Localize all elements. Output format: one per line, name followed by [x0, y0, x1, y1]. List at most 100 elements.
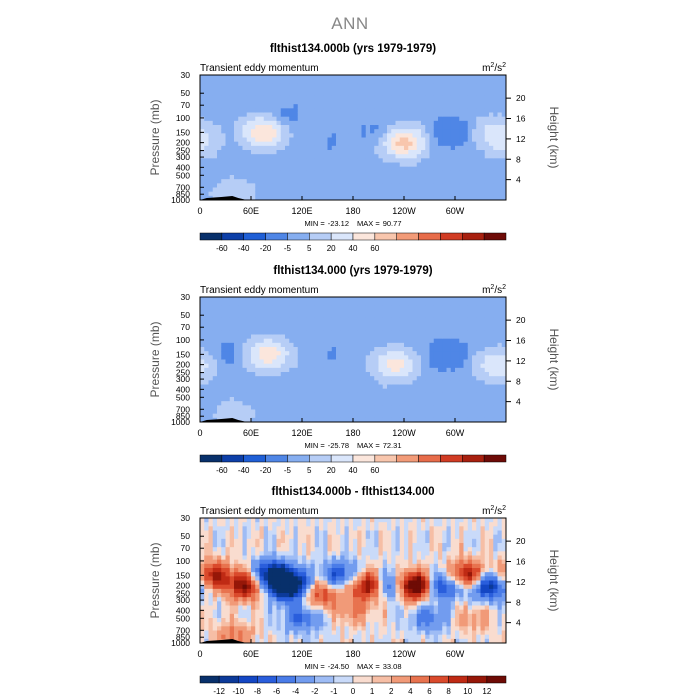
heatmap-cell — [268, 175, 273, 180]
colorbar-swatch — [440, 454, 463, 463]
heatmap-cell — [242, 584, 248, 590]
heatmap-cell — [276, 413, 282, 419]
heatmap-cell — [442, 108, 447, 113]
heatmap-cell — [255, 538, 260, 544]
heatmap-cell — [302, 158, 307, 163]
heatmap-cell — [234, 526, 239, 531]
heatmap-cell — [438, 401, 443, 406]
heatmap-cell — [242, 75, 248, 80]
heatmap-cell — [263, 580, 269, 586]
heatmap-cell — [438, 409, 443, 415]
heatmap-cell — [476, 166, 481, 172]
heatmap-cell — [493, 133, 498, 138]
heatmap-cell — [285, 145, 290, 151]
heatmap-cell — [357, 83, 362, 88]
heatmap-cell — [395, 405, 401, 410]
heatmap-cell — [314, 79, 320, 84]
heatmap-cell — [489, 297, 494, 302]
heatmap-cell — [416, 305, 422, 310]
heatmap-cell — [408, 376, 413, 381]
heatmap-cell — [319, 367, 324, 373]
heatmap-cell — [412, 380, 418, 385]
heatmap-cell — [280, 322, 286, 327]
heatmap-cell — [238, 388, 243, 394]
heatmap-cell — [399, 83, 405, 88]
heatmap-cell — [272, 120, 277, 126]
heatmap-cell — [476, 330, 481, 335]
heatmap-cell — [489, 351, 494, 356]
heatmap-cell — [391, 162, 396, 168]
heatmap-cell — [365, 125, 371, 130]
heatmap-cell — [399, 87, 405, 93]
heatmap-cell — [455, 351, 460, 356]
heatmap-cell — [221, 351, 226, 356]
heatmap-cell — [374, 100, 379, 105]
heatmap-cell — [263, 543, 269, 548]
heatmap-cell — [391, 191, 396, 197]
heatmap-cell — [246, 297, 252, 302]
x-tick-label: 180 — [345, 206, 360, 216]
heatmap-cell — [340, 175, 345, 180]
heatmap-cell — [374, 162, 379, 168]
heatmap-cell — [501, 338, 507, 344]
heatmap-cell — [238, 158, 243, 163]
heatmap-cell — [476, 120, 481, 126]
heatmap-cell — [302, 372, 307, 377]
heatmap-cell — [459, 322, 464, 327]
heatmap-cell — [395, 95, 401, 101]
heatmap-cell — [442, 322, 447, 327]
heatmap-cell — [246, 347, 252, 352]
heatmap-cell — [238, 322, 243, 327]
heatmap-cell — [395, 125, 401, 130]
heatmap-cell — [472, 363, 477, 369]
heatmap-cell — [399, 359, 405, 365]
heatmap-cell — [327, 401, 333, 406]
heatmap-cell — [450, 301, 456, 306]
heatmap-cell — [459, 413, 464, 419]
heatmap-cell — [293, 401, 299, 406]
heatmap-cell — [314, 133, 320, 138]
heatmap-cell — [225, 630, 231, 636]
heatmap-cell — [467, 83, 473, 88]
heatmap-cell — [480, 133, 486, 138]
heatmap-cell — [476, 334, 481, 340]
heatmap-cell — [450, 100, 456, 105]
heatmap-cell — [255, 551, 260, 556]
heatmap-cell — [353, 413, 358, 419]
heatmap-cell — [425, 145, 430, 151]
heatmap-cell — [251, 555, 256, 561]
heatmap-cell — [204, 626, 209, 631]
heatmap-cell — [272, 388, 277, 394]
heatmap-cell — [251, 363, 256, 369]
heatmap-cell — [370, 392, 375, 398]
heatmap-cell — [446, 104, 452, 109]
heatmap-cell — [387, 351, 392, 356]
heatmap-cell — [497, 100, 503, 105]
heatmap-cell — [200, 601, 205, 606]
heatmap-cell — [234, 534, 239, 540]
heatmap-cell — [480, 401, 486, 406]
heatmap-cell — [370, 129, 375, 134]
heatmap-cell — [484, 75, 490, 80]
heatmap-cell — [442, 154, 447, 159]
heatmap-cell — [285, 195, 290, 201]
heatmap-cell — [289, 150, 294, 155]
heatmap-cell — [200, 326, 205, 331]
heatmap-cell — [242, 538, 248, 544]
heatmap-cell — [378, 392, 384, 398]
heatmap-cell — [238, 342, 243, 348]
heatmap-cell — [263, 359, 269, 365]
heatmap-cell — [246, 597, 252, 602]
heatmap-cell — [225, 559, 231, 565]
heatmap-cell — [259, 530, 265, 536]
heatmap-cell — [225, 191, 231, 197]
heatmap-cell — [302, 129, 307, 134]
heatmap-cell — [310, 297, 316, 302]
heatmap-cell — [391, 150, 396, 155]
heatmap-cell — [404, 129, 409, 134]
heatmap-cell — [310, 79, 316, 84]
heatmap-cell — [204, 372, 209, 377]
heatmap-cell — [212, 518, 218, 523]
heatmap-cell — [472, 183, 477, 188]
heatmap-cell — [221, 187, 226, 193]
